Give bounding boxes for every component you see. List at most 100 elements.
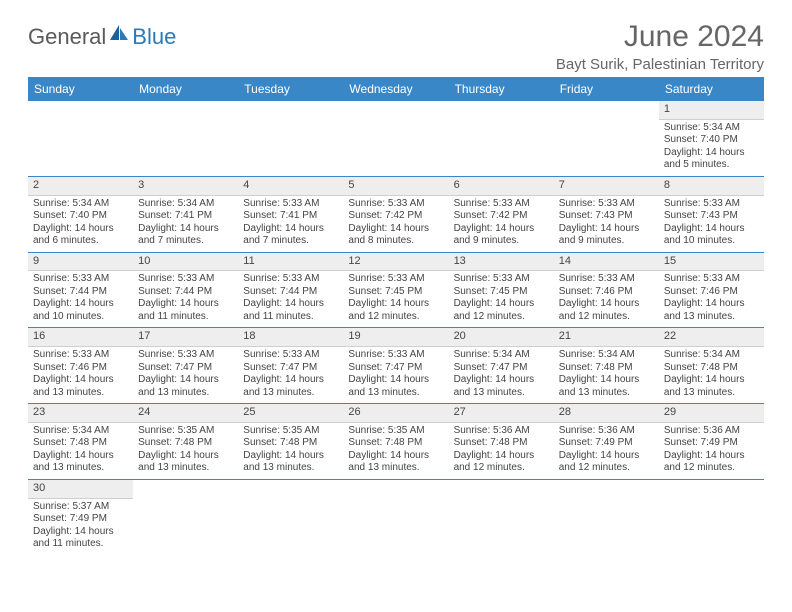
day-number: 7 — [554, 177, 659, 196]
day-body: Sunrise: 5:35 AMSunset: 7:48 PMDaylight:… — [343, 423, 448, 479]
sunset-text: Sunset: 7:45 PM — [348, 286, 443, 299]
calendar-week-row: 30Sunrise: 5:37 AMSunset: 7:49 PMDayligh… — [28, 479, 764, 554]
daylight-text: Daylight: 14 hours and 13 minutes. — [559, 374, 654, 399]
sunset-text: Sunset: 7:48 PM — [664, 362, 759, 375]
weekday-header: Tuesday — [238, 77, 343, 101]
calendar-day-cell: 11Sunrise: 5:33 AMSunset: 7:44 PMDayligh… — [238, 252, 343, 328]
daylight-text: Daylight: 14 hours and 12 minutes. — [559, 298, 654, 323]
page-title: June 2024 — [556, 20, 764, 54]
calendar-day-cell: 17Sunrise: 5:33 AMSunset: 7:47 PMDayligh… — [133, 328, 238, 404]
calendar-day-cell: 1Sunrise: 5:34 AMSunset: 7:40 PMDaylight… — [659, 101, 764, 176]
sunset-text: Sunset: 7:48 PM — [454, 437, 549, 450]
sunrise-text: Sunrise: 5:33 AM — [243, 349, 338, 362]
calendar-day-cell: 5Sunrise: 5:33 AMSunset: 7:42 PMDaylight… — [343, 176, 448, 252]
calendar-week-row: 9Sunrise: 5:33 AMSunset: 7:44 PMDaylight… — [28, 252, 764, 328]
daylight-text: Daylight: 14 hours and 13 minutes. — [138, 450, 233, 475]
sunset-text: Sunset: 7:49 PM — [559, 437, 654, 450]
sunrise-text: Sunrise: 5:33 AM — [33, 349, 128, 362]
daylight-text: Daylight: 14 hours and 13 minutes. — [33, 374, 128, 399]
day-body: Sunrise: 5:35 AMSunset: 7:48 PMDaylight:… — [238, 423, 343, 479]
daylight-text: Daylight: 14 hours and 7 minutes. — [138, 223, 233, 248]
calendar-week-row: 2Sunrise: 5:34 AMSunset: 7:40 PMDaylight… — [28, 176, 764, 252]
calendar-week-row: 1Sunrise: 5:34 AMSunset: 7:40 PMDaylight… — [28, 101, 764, 176]
sunrise-text: Sunrise: 5:33 AM — [138, 349, 233, 362]
day-body: Sunrise: 5:33 AMSunset: 7:42 PMDaylight:… — [449, 196, 554, 252]
sunrise-text: Sunrise: 5:34 AM — [454, 349, 549, 362]
sunrise-text: Sunrise: 5:36 AM — [664, 425, 759, 438]
sunset-text: Sunset: 7:48 PM — [243, 437, 338, 450]
sunrise-text: Sunrise: 5:34 AM — [664, 349, 759, 362]
location-subtitle: Bayt Surik, Palestinian Territory — [556, 56, 764, 73]
day-number: 28 — [554, 404, 659, 423]
calendar-week-row: 23Sunrise: 5:34 AMSunset: 7:48 PMDayligh… — [28, 404, 764, 480]
daylight-text: Daylight: 14 hours and 11 minutes. — [33, 526, 128, 551]
sunrise-text: Sunrise: 5:37 AM — [33, 501, 128, 514]
sunset-text: Sunset: 7:46 PM — [33, 362, 128, 375]
sunrise-text: Sunrise: 5:33 AM — [348, 198, 443, 211]
day-body: Sunrise: 5:37 AMSunset: 7:49 PMDaylight:… — [28, 499, 133, 555]
day-body: Sunrise: 5:35 AMSunset: 7:48 PMDaylight:… — [133, 423, 238, 479]
calendar-day-cell: 8Sunrise: 5:33 AMSunset: 7:43 PMDaylight… — [659, 176, 764, 252]
day-number: 6 — [449, 177, 554, 196]
calendar-week-row: 16Sunrise: 5:33 AMSunset: 7:46 PMDayligh… — [28, 328, 764, 404]
daylight-text: Daylight: 14 hours and 12 minutes. — [559, 450, 654, 475]
weekday-header: Thursday — [449, 77, 554, 101]
sunset-text: Sunset: 7:44 PM — [243, 286, 338, 299]
sunrise-text: Sunrise: 5:34 AM — [664, 122, 759, 135]
calendar-day-cell: 28Sunrise: 5:36 AMSunset: 7:49 PMDayligh… — [554, 404, 659, 480]
daylight-text: Daylight: 14 hours and 13 minutes. — [138, 374, 233, 399]
weekday-header-row: SundayMondayTuesdayWednesdayThursdayFrid… — [28, 77, 764, 101]
logo: General Blue — [28, 24, 176, 50]
calendar-day-cell: 16Sunrise: 5:33 AMSunset: 7:46 PMDayligh… — [28, 328, 133, 404]
daylight-text: Daylight: 14 hours and 12 minutes. — [454, 298, 549, 323]
day-number: 17 — [133, 328, 238, 347]
day-number: 18 — [238, 328, 343, 347]
daylight-text: Daylight: 14 hours and 11 minutes. — [138, 298, 233, 323]
calendar-day-cell: 29Sunrise: 5:36 AMSunset: 7:49 PMDayligh… — [659, 404, 764, 480]
sunrise-text: Sunrise: 5:33 AM — [33, 273, 128, 286]
day-number: 2 — [28, 177, 133, 196]
day-body: Sunrise: 5:34 AMSunset: 7:48 PMDaylight:… — [659, 347, 764, 403]
day-body: Sunrise: 5:33 AMSunset: 7:47 PMDaylight:… — [133, 347, 238, 403]
sunrise-text: Sunrise: 5:35 AM — [138, 425, 233, 438]
sunset-text: Sunset: 7:47 PM — [348, 362, 443, 375]
title-block: June 2024 Bayt Surik, Palestinian Territ… — [556, 20, 764, 73]
daylight-text: Daylight: 14 hours and 10 minutes. — [33, 298, 128, 323]
sunset-text: Sunset: 7:44 PM — [33, 286, 128, 299]
day-number: 20 — [449, 328, 554, 347]
day-number: 22 — [659, 328, 764, 347]
day-body: Sunrise: 5:33 AMSunset: 7:42 PMDaylight:… — [343, 196, 448, 252]
day-number: 8 — [659, 177, 764, 196]
sunrise-text: Sunrise: 5:34 AM — [559, 349, 654, 362]
daylight-text: Daylight: 14 hours and 9 minutes. — [559, 223, 654, 248]
calendar-empty-cell — [554, 479, 659, 554]
weekday-header: Wednesday — [343, 77, 448, 101]
calendar-empty-cell — [449, 479, 554, 554]
day-body: Sunrise: 5:33 AMSunset: 7:43 PMDaylight:… — [554, 196, 659, 252]
calendar-day-cell: 23Sunrise: 5:34 AMSunset: 7:48 PMDayligh… — [28, 404, 133, 480]
day-body: Sunrise: 5:33 AMSunset: 7:43 PMDaylight:… — [659, 196, 764, 252]
calendar-day-cell: 24Sunrise: 5:35 AMSunset: 7:48 PMDayligh… — [133, 404, 238, 480]
day-number: 24 — [133, 404, 238, 423]
calendar-day-cell: 10Sunrise: 5:33 AMSunset: 7:44 PMDayligh… — [133, 252, 238, 328]
calendar-empty-cell — [133, 479, 238, 554]
sunset-text: Sunset: 7:43 PM — [559, 210, 654, 223]
header: General Blue June 2024 Bayt Surik, Pales… — [28, 20, 764, 73]
calendar-day-cell: 3Sunrise: 5:34 AMSunset: 7:41 PMDaylight… — [133, 176, 238, 252]
sunset-text: Sunset: 7:41 PM — [138, 210, 233, 223]
day-body: Sunrise: 5:33 AMSunset: 7:44 PMDaylight:… — [28, 271, 133, 327]
day-number: 5 — [343, 177, 448, 196]
daylight-text: Daylight: 14 hours and 13 minutes. — [348, 374, 443, 399]
sunrise-text: Sunrise: 5:33 AM — [664, 198, 759, 211]
day-number: 3 — [133, 177, 238, 196]
day-number: 27 — [449, 404, 554, 423]
calendar-day-cell: 22Sunrise: 5:34 AMSunset: 7:48 PMDayligh… — [659, 328, 764, 404]
day-body: Sunrise: 5:33 AMSunset: 7:46 PMDaylight:… — [28, 347, 133, 403]
sunset-text: Sunset: 7:41 PM — [243, 210, 338, 223]
day-body: Sunrise: 5:34 AMSunset: 7:48 PMDaylight:… — [554, 347, 659, 403]
day-body: Sunrise: 5:33 AMSunset: 7:45 PMDaylight:… — [449, 271, 554, 327]
sunset-text: Sunset: 7:40 PM — [33, 210, 128, 223]
daylight-text: Daylight: 14 hours and 13 minutes. — [33, 450, 128, 475]
sunrise-text: Sunrise: 5:33 AM — [559, 198, 654, 211]
day-number: 13 — [449, 253, 554, 272]
